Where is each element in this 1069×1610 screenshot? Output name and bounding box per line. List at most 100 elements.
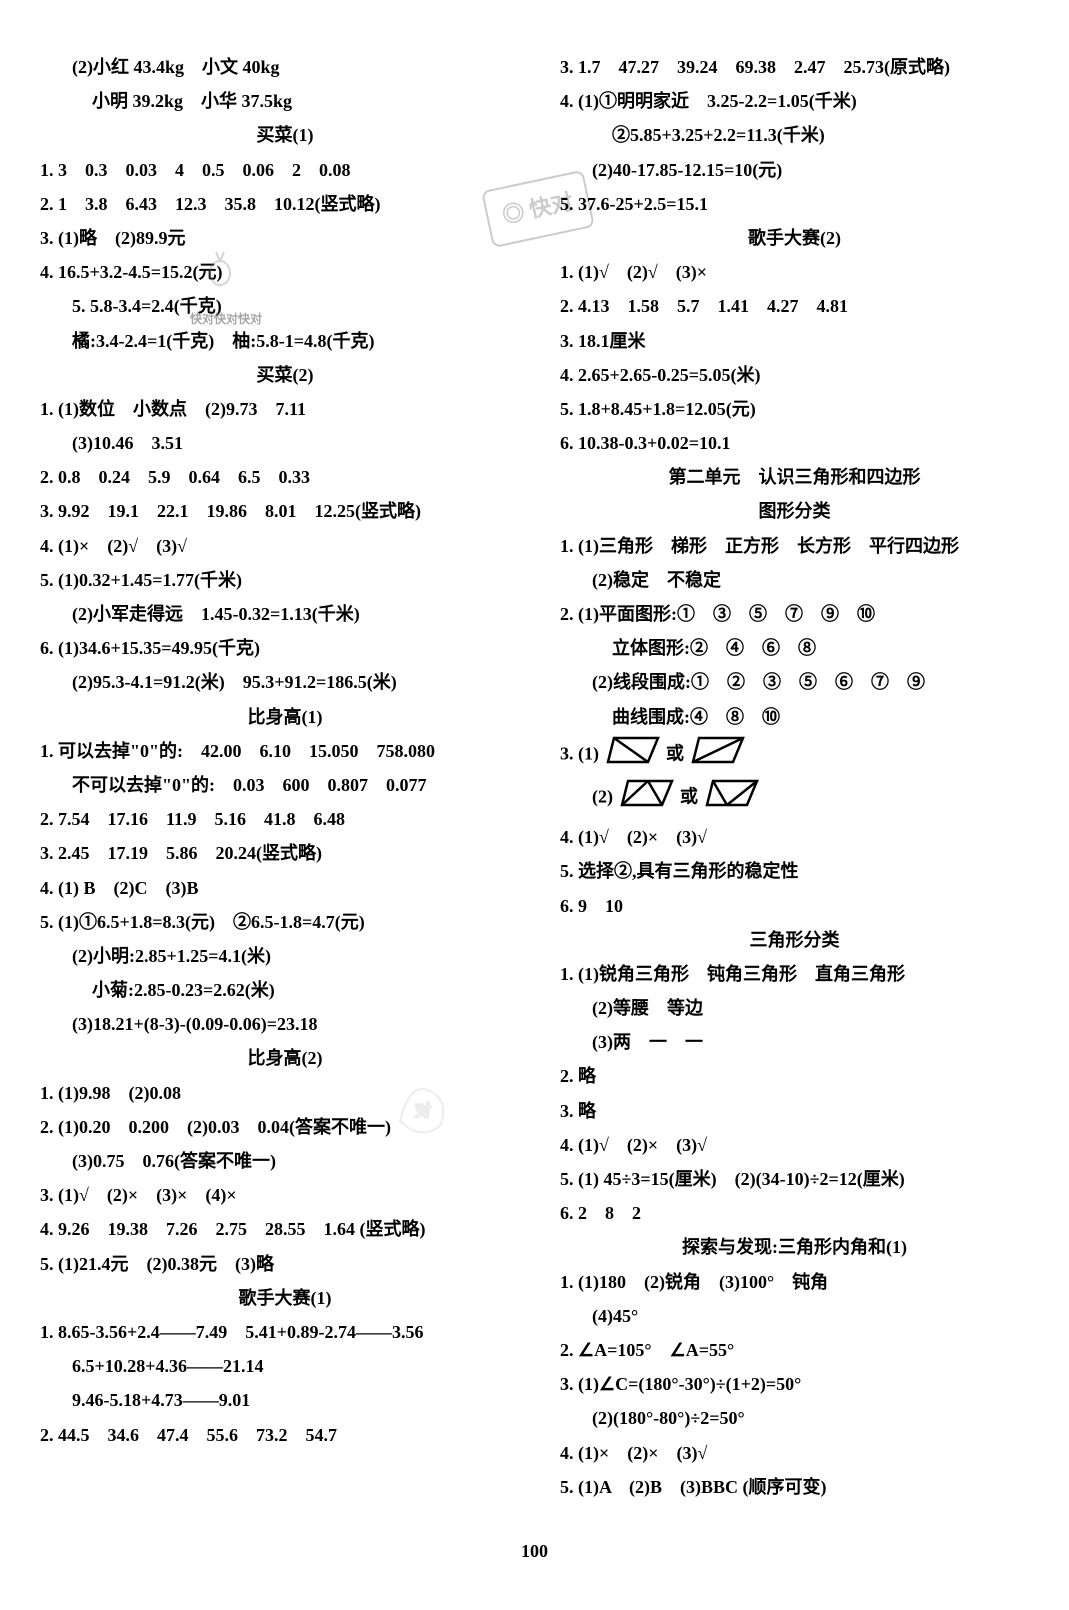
right-column: 3. 1.7 47.27 39.24 69.38 2.47 25.73(原式略)… <box>560 50 1029 1504</box>
left-column: ◎ 快对 (2)小红 43.4kg 小文 40kg 小明 39.2kg 小华 3… <box>40 50 530 1504</box>
parallelogram-tri2-icon <box>703 777 761 820</box>
text-line: 3. (1)略 (2)89.9元 <box>40 221 530 255</box>
page-content: ◎ 快对 (2)小红 43.4kg 小文 40kg 小明 39.2kg 小华 3… <box>40 50 1029 1504</box>
text-line: 4. (1) B (2)C (3)B <box>40 871 530 905</box>
text-line: 1. 可以去掉"0"的: 42.00 6.10 15.050 758.080 <box>40 734 530 768</box>
text-line: 2. 1 3.8 6.43 12.3 35.8 10.12(竖式略) <box>40 187 530 221</box>
text-line: 6. 9 10 <box>560 889 1029 923</box>
page-number: 100 <box>40 1534 1029 1568</box>
text-line: (2)(180°-80°)÷2=50° <box>560 1401 1029 1435</box>
maicai1-block: 快对快对快对 1. 3 0.3 0.03 4 0.5 0.06 2 0.08 2… <box>40 153 530 358</box>
text-line: 曲线围成:④ ⑧ ⑩ <box>560 700 1029 734</box>
text-line: (2)线段围成:① ② ③ ⑤ ⑥ ⑦ ⑨ <box>560 665 1029 699</box>
text-line: 1. (1)数位 小数点 (2)9.73 7.11 <box>40 392 530 426</box>
text-line: 小菊:2.85-0.23=2.62(米) <box>40 973 530 1007</box>
text-line: 1. (1)9.98 (2)0.08 <box>40 1076 530 1110</box>
text-line: 4. (1)× (2)√ (3)√ <box>40 529 530 563</box>
text-line: 3. 18.1厘米 <box>560 324 1029 358</box>
text-line: 4. (1)①明明家近 3.25-2.2=1.05(千米) <box>560 84 1029 118</box>
text-line: 5. 1.8+8.45+1.8=12.05(元) <box>560 392 1029 426</box>
text-line: 1. 3 0.3 0.03 4 0.5 0.06 2 0.08 <box>40 153 530 187</box>
geshou1-block: 1. 8.65-3.56+2.4——7.49 5.41+0.89-2.74——3… <box>40 1315 530 1452</box>
text-line: (3)10.46 3.51 <box>40 426 530 460</box>
text-line: (2)40-17.85-12.15=10(元) <box>560 153 1029 187</box>
text-line: (2)稳定 不稳定 <box>560 563 1029 597</box>
text-line: ②5.85+3.25+2.2=11.3(千米) <box>560 118 1029 152</box>
text-line: 4. 9.26 19.38 7.26 2.75 28.55 1.64 (竖式略) <box>40 1212 530 1246</box>
text-line: 1. (1)锐角三角形 钝角三角形 直角三角形 <box>560 957 1029 991</box>
text-line: 5. (1)A (2)B (3)BBC (顺序可变) <box>560 1470 1029 1504</box>
shape-prefix: 3. (1) <box>560 743 599 763</box>
text-line: 立体图形:② ④ ⑥ ⑧ <box>560 631 1029 665</box>
text-line: 6. (1)34.6+15.35=49.95(千克) <box>40 631 530 665</box>
text-line: 5. (1)21.4元 (2)0.38元 (3)略 <box>40 1247 530 1281</box>
text-line: 5. 37.6-25+2.5=15.1 <box>560 187 1029 221</box>
text-line: 3. (1)√ (2)× (3)× (4)× <box>40 1178 530 1212</box>
section-title-maicai1: 买菜(1) <box>40 118 530 152</box>
text-line: 2. 略 <box>560 1059 1029 1093</box>
parallelogram-tri1-icon <box>618 777 676 820</box>
sanjiao-block: 1. (1)锐角三角形 钝角三角形 直角三角形 (2)等腰 等边 (3)两 一 … <box>560 957 1029 1231</box>
text-line: 1. (1)三角形 梯形 正方形 长方形 平行四边形 <box>560 529 1029 563</box>
shape-prefix: (2) <box>592 787 613 807</box>
tuxing2-block: 4. (1)√ (2)× (3)√ 5. 选择②,具有三角形的稳定性 6. 9 … <box>560 820 1029 923</box>
text-line: 4. (1)× (2)× (3)√ <box>560 1436 1029 1470</box>
text-line: 3. 1.7 47.27 39.24 69.38 2.47 25.73(原式略) <box>560 50 1029 84</box>
text-line: 4. (1)√ (2)× (3)√ <box>560 820 1029 854</box>
text-line: 2. (1)0.20 0.200 (2)0.03 0.04(答案不唯一) <box>40 1110 530 1144</box>
section-title-tansuo1: 探索与发现:三角形内角和(1) <box>560 1230 1029 1264</box>
text-line: (4)45° <box>560 1299 1029 1333</box>
parallelogram-diag2-icon <box>689 734 747 777</box>
text-line: 3. 略 <box>560 1094 1029 1128</box>
tuxing-block: 1. (1)三角形 梯形 正方形 长方形 平行四边形 (2)稳定 不稳定 2. … <box>560 529 1029 734</box>
tansuo1-block: 1. (1)180 (2)锐角 (3)100° 钝角 (4)45° 2. ∠A=… <box>560 1265 1029 1504</box>
text-line: 橘:3.4-2.4=1(千克) 柚:5.8-1=4.8(千克) <box>40 324 530 358</box>
text-line: 5. (1)0.32+1.45=1.77(千米) <box>40 563 530 597</box>
section-title-geshou1: 歌手大赛(1) <box>40 1281 530 1315</box>
text-line: 不可以去掉"0"的: 0.03 600 0.807 0.077 <box>40 768 530 802</box>
text-line: (3)18.21+(8-3)-(0.09-0.06)=23.18 <box>40 1007 530 1041</box>
text-line: 1. 8.65-3.56+2.4——7.49 5.41+0.89-2.74——3… <box>40 1315 530 1349</box>
text-line: 2. 7.54 17.16 11.9 5.16 41.8 6.48 <box>40 802 530 836</box>
text-line: 5. (1)①6.5+1.8=8.3(元) ②6.5-1.8=4.7(元) <box>40 905 530 939</box>
text-line: 4. (1)√ (2)× (3)√ <box>560 1128 1029 1162</box>
text-line: 5. 选择②,具有三角形的稳定性 <box>560 854 1029 888</box>
right-top-block: 3. 1.7 47.27 39.24 69.38 2.47 25.73(原式略)… <box>560 50 1029 221</box>
text-line: 小明 39.2kg 小华 37.5kg <box>40 84 530 118</box>
text-line: 2. ∠A=105° ∠A=55° <box>560 1333 1029 1367</box>
text-line: (3)0.75 0.76(答案不唯一) <box>40 1144 530 1178</box>
text-line: 6.5+10.28+4.36——21.14 <box>40 1349 530 1383</box>
text-line: (2)小军走得远 1.45-0.32=1.13(千米) <box>40 597 530 631</box>
text-line: 3. 9.92 19.1 22.1 19.86 8.01 12.25(竖式略) <box>40 494 530 528</box>
text-line: 6. 2 8 2 <box>560 1196 1029 1230</box>
section-title-unit2: 第二单元 认识三角形和四边形 <box>560 460 1029 494</box>
geshou2-block: 1. (1)√ (2)√ (3)× 2. 4.13 1.58 5.7 1.41 … <box>560 255 1029 460</box>
text-line: (2)小红 43.4kg 小文 40kg <box>40 50 530 84</box>
text-line: 1. (1)√ (2)√ (3)× <box>560 255 1029 289</box>
bishengao2-block: 对 1. (1)9.98 (2)0.08 2. (1)0.20 0.200 (2… <box>40 1076 530 1281</box>
text-line: 4. 2.65+2.65-0.25=5.05(米) <box>560 358 1029 392</box>
text-line: 4. 16.5+3.2-4.5=15.2(元) <box>40 255 530 289</box>
shape-mid: 或 <box>666 743 684 763</box>
shape-mid: 或 <box>680 787 698 807</box>
text-line: (3)两 一 一 <box>560 1025 1029 1059</box>
text-line: (2)等腰 等边 <box>560 991 1029 1025</box>
parallelogram-diag1-icon <box>604 734 662 777</box>
text-line: 3. 2.45 17.19 5.86 20.24(竖式略) <box>40 836 530 870</box>
text-line: 9.46-5.18+4.73——9.01 <box>40 1383 530 1417</box>
section-subtitle-tuxing: 图形分类 <box>560 494 1029 528</box>
section-title-bishengao2: 比身高(2) <box>40 1041 530 1075</box>
text-line: 2. (1)平面图形:① ③ ⑤ ⑦ ⑨ ⑩ <box>560 597 1029 631</box>
text-line: 2. 4.13 1.58 5.7 1.41 4.27 4.81 <box>560 289 1029 323</box>
text-line: 2. 0.8 0.24 5.9 0.64 6.5 0.33 <box>40 460 530 494</box>
bishengao1-block: 1. 可以去掉"0"的: 42.00 6.10 15.050 758.080 不… <box>40 734 530 1042</box>
text-line: 5. 5.8-3.4=2.4(千克) <box>40 289 530 323</box>
section-title-bishengao1: 比身高(1) <box>40 700 530 734</box>
text-line: 3. (1)∠C=(180°-30°)÷(1+2)=50° <box>560 1367 1029 1401</box>
text-line: (2)95.3-4.1=91.2(米) 95.3+91.2=186.5(米) <box>40 665 530 699</box>
section-title-sanjiao: 三角形分类 <box>560 923 1029 957</box>
text-line: 6. 10.38-0.3+0.02=10.1 <box>560 426 1029 460</box>
shape-line-2: (2) 或 <box>560 777 1029 820</box>
text-line: 1. (1)180 (2)锐角 (3)100° 钝角 <box>560 1265 1029 1299</box>
shape-line-1: 3. (1) 或 <box>560 734 1029 777</box>
